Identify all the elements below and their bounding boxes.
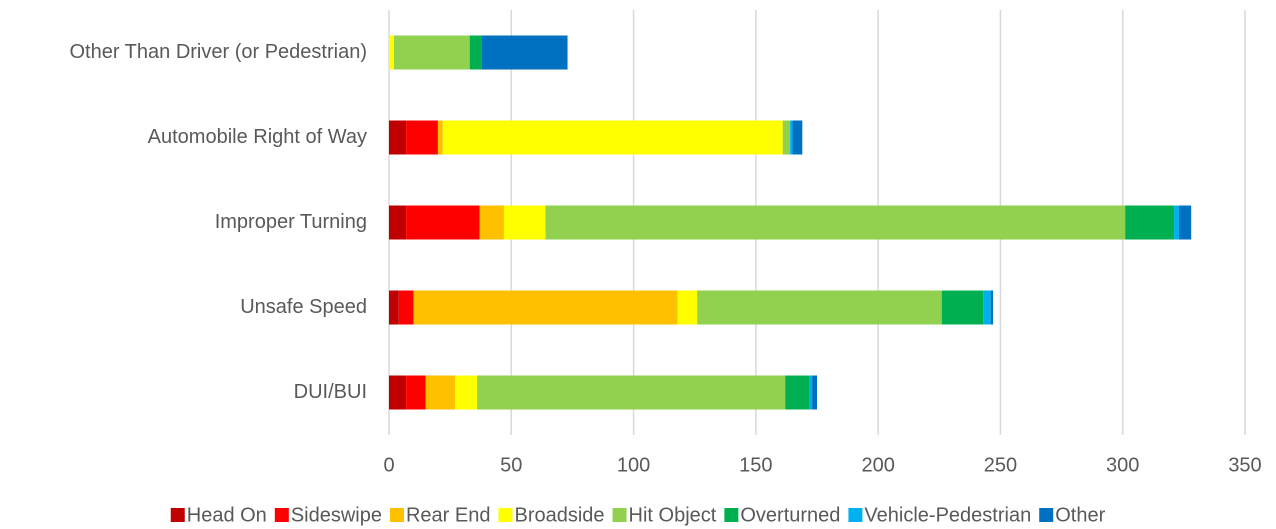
y-tick-label: DUI/BUI [294, 381, 367, 403]
legend-label: Overturned [740, 504, 840, 526]
bar-segment [503, 205, 546, 240]
y-tick-label: Improper Turning [215, 211, 367, 233]
x-tick-label: 0 [383, 454, 394, 476]
bar-segment [393, 35, 470, 70]
bar-segment [425, 375, 456, 410]
legend-marker [274, 508, 289, 522]
bar-segment [455, 375, 478, 410]
legend-label: Rear End [406, 504, 491, 526]
x-tick-label: 350 [1228, 454, 1261, 476]
legend-marker [1039, 508, 1054, 522]
bar-segment [782, 120, 791, 155]
legend-marker [612, 508, 627, 522]
x-tick-label: 150 [739, 454, 772, 476]
bar-segment [406, 205, 480, 240]
bar-segment [941, 290, 984, 325]
bar-segment [442, 120, 783, 155]
bar-segment [469, 35, 482, 70]
bar-segment [389, 205, 407, 240]
legend-label: Other [1055, 504, 1105, 526]
bar-segment [406, 120, 438, 155]
legend-label: Sideswipe [291, 504, 382, 526]
bar-segment [792, 120, 803, 155]
legend-label: Broadside [514, 504, 604, 526]
bar-segment [990, 290, 994, 325]
bar-segment [389, 375, 407, 410]
bar-segment [481, 35, 568, 70]
bar-segment [983, 290, 991, 325]
bar-segment [545, 205, 1126, 240]
bar-segment [413, 290, 678, 325]
x-tick-label: 50 [500, 454, 522, 476]
legend-marker [724, 508, 739, 522]
bar-segment [437, 120, 443, 155]
bar-segment [677, 290, 698, 325]
bar-segment [790, 120, 793, 155]
bar-segment [389, 35, 394, 70]
bar-segment [477, 375, 786, 410]
legend-label: Vehicle-Pedestrian [864, 504, 1031, 526]
x-tick-label: 100 [617, 454, 650, 476]
x-tick-label: 250 [984, 454, 1017, 476]
bar-segment [1178, 205, 1192, 240]
legend-marker [498, 508, 513, 522]
bar-segment [812, 375, 817, 410]
legend-marker [848, 508, 863, 522]
legend-marker [389, 508, 404, 522]
x-tick-label: 300 [1106, 454, 1139, 476]
x-tick-label: 200 [861, 454, 894, 476]
bar-segment [1174, 205, 1179, 240]
bar-segment [389, 290, 399, 325]
bar-segment [479, 205, 504, 240]
legend-label: Head On [187, 504, 267, 526]
legend-label: Hit Object [629, 504, 717, 526]
bar-segment [809, 375, 813, 410]
bar-segment [406, 375, 426, 410]
legend-marker [170, 508, 185, 522]
bar-segment [697, 290, 942, 325]
bar-segment [389, 120, 407, 155]
y-tick-label: Other Than Driver (or Pedestrian) [69, 41, 367, 63]
y-tick-label: Unsafe Speed [240, 296, 367, 318]
y-tick-label: Automobile Right of Way [148, 126, 367, 148]
bar-segment [785, 375, 810, 410]
bar-segment [1125, 205, 1175, 240]
bar-segment [398, 290, 414, 325]
